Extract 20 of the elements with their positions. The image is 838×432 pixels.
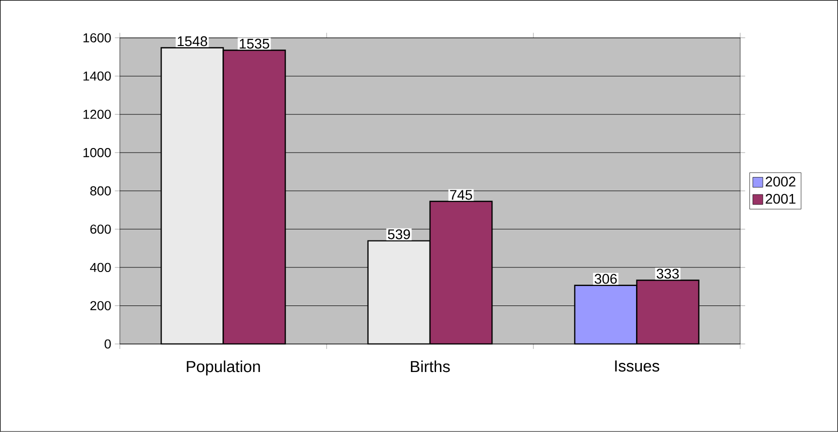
x-tick-label: Population	[186, 360, 260, 376]
data-label: 1548	[178, 36, 208, 46]
data-label: 306	[594, 274, 617, 284]
y-tick-label: 600	[90, 224, 111, 234]
y-tick-label: 800	[90, 186, 111, 196]
y-tick-label: 200	[90, 301, 111, 310]
y-tick-label: 1400	[84, 72, 111, 81]
data-label: 1535	[240, 38, 270, 49]
legend-label: 2001	[766, 194, 796, 204]
y-tick-label: 1600	[84, 33, 111, 42]
y-tick-label: 0	[104, 339, 111, 349]
x-tick-label: Issues	[615, 360, 660, 372]
data-label: 333	[656, 268, 679, 279]
y-tick-label: 1000	[84, 148, 111, 158]
data-label: 539	[388, 229, 410, 240]
x-tick-label: Births	[410, 360, 450, 372]
y-tick-label: 1200	[84, 110, 111, 120]
y-tick-label: 400	[90, 262, 111, 272]
data-label: 745	[450, 190, 472, 200]
legend-label: 2002	[766, 176, 796, 187]
